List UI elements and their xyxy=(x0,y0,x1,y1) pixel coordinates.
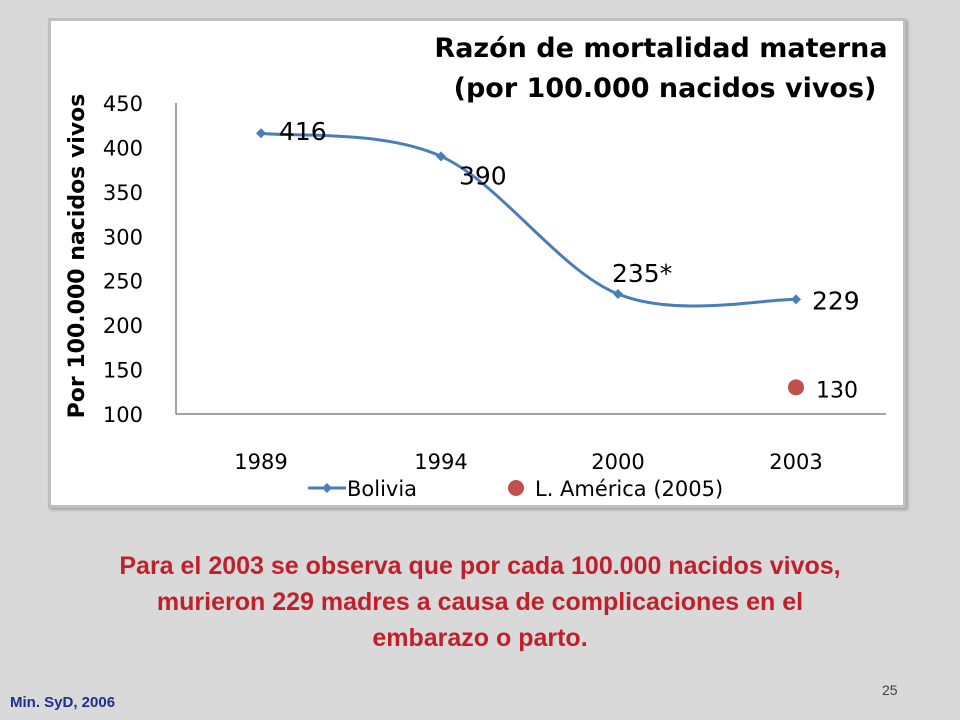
y-tick-label: 250 xyxy=(103,270,143,294)
legend-latam-marker xyxy=(508,480,524,496)
x-tick-label: 1989 xyxy=(234,450,287,474)
caption: Para el 2003 se observa que por cada 100… xyxy=(0,548,960,656)
y-tick-label: 100 xyxy=(103,403,143,427)
bolivia-point-marker xyxy=(613,289,623,300)
y-tick-label: 450 xyxy=(103,92,143,116)
latam-point-marker xyxy=(788,379,804,396)
chart-frame: Razón de mortalidad materna (por 100.000 … xyxy=(48,18,906,508)
caption-line-1: Para el 2003 se observa que por cada 100… xyxy=(119,552,841,580)
page-number: 25 xyxy=(882,682,898,698)
x-tick-label: 2000 xyxy=(591,450,644,474)
legend-bolivia-label: Bolivia xyxy=(347,477,417,501)
chart-title-line-2: (por 100.000 nacidos vivos) xyxy=(454,73,877,104)
caption-line-3: embarazo o parto. xyxy=(372,624,588,652)
bolivia-data-label: 229 xyxy=(812,286,860,315)
chart-title-line-1: Razón de mortalidad materna xyxy=(434,33,887,64)
bolivia-point-marker xyxy=(256,128,266,139)
y-tick-label: 350 xyxy=(103,181,143,205)
y-tick-label: 300 xyxy=(103,225,143,249)
caption-line-2: murieron 229 madres a causa de complicac… xyxy=(156,588,804,616)
bolivia-point-marker xyxy=(436,151,446,162)
y-tick-label: 400 xyxy=(103,136,143,160)
x-tick-label: 2003 xyxy=(769,450,822,474)
bolivia-data-label: 235* xyxy=(612,259,672,288)
source-note: Min. SyD, 2006 xyxy=(10,694,116,711)
bolivia-data-label: 390 xyxy=(459,161,507,190)
bolivia-data-label: 416 xyxy=(279,117,327,146)
y-axis-label: Por 100.000 nacidos vivos xyxy=(65,94,90,419)
legend-latam-label: L. América (2005) xyxy=(535,477,723,501)
legend-bolivia-marker xyxy=(322,483,332,493)
y-tick-label: 150 xyxy=(103,359,143,383)
latam-data-label: 130 xyxy=(816,378,858,403)
x-tick-label: 1994 xyxy=(414,450,467,474)
chart-svg: Razón de mortalidad materna (por 100.000 … xyxy=(65,33,888,501)
bolivia-point-marker xyxy=(791,294,801,305)
bolivia-series-line xyxy=(260,131,797,308)
y-tick-label: 200 xyxy=(103,314,143,338)
